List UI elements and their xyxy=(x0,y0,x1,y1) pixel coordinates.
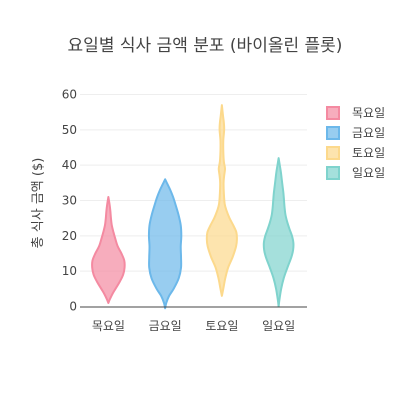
legend-label: 일요일 xyxy=(352,166,385,180)
y-tick-label: 30 xyxy=(62,194,77,208)
y-tick-label: 50 xyxy=(62,123,77,137)
y-tick-label: 20 xyxy=(62,229,77,243)
y-tick-label: 0 xyxy=(69,299,77,313)
legend-swatch xyxy=(326,126,340,140)
x-axis: 목요일 금요일 토요일 일요일 xyxy=(92,319,295,333)
violin-4[interactable] xyxy=(262,157,295,308)
legend-swatch xyxy=(326,146,340,160)
x-tick-label: 목요일 xyxy=(92,319,125,333)
legend-label: 토요일 xyxy=(352,146,385,160)
violin-1[interactable] xyxy=(91,195,126,304)
y-tick-label: 40 xyxy=(62,158,77,172)
x-tick-label: 일요일 xyxy=(262,319,295,333)
x-tick-label: 금요일 xyxy=(149,319,182,333)
violin-plot-area xyxy=(91,104,295,310)
legend-swatch xyxy=(326,106,340,120)
legend-item[interactable]: 금요일 xyxy=(326,126,385,140)
chart-title: 요일별 식사 금액 분포 (바이올린 플롯) xyxy=(68,36,343,56)
violin-3[interactable] xyxy=(205,104,238,297)
y-tick-label: 10 xyxy=(62,264,77,278)
violin-2[interactable] xyxy=(147,178,183,310)
legend-item[interactable]: 토요일 xyxy=(326,146,385,160)
y-axis-label: 총 식사 금액 ($) xyxy=(31,158,46,249)
legend-label: 목요일 xyxy=(352,106,385,120)
legend-item[interactable]: 일요일 xyxy=(326,166,385,180)
y-tick-label: 60 xyxy=(62,88,77,102)
y-axis: 0 10 20 30 40 50 60 xyxy=(62,88,77,314)
x-tick-label: 토요일 xyxy=(205,319,238,333)
legend-swatch xyxy=(326,166,340,180)
grid-lines xyxy=(80,94,307,272)
legend-label: 금요일 xyxy=(352,126,385,140)
legend-item[interactable]: 목요일 xyxy=(326,106,385,120)
